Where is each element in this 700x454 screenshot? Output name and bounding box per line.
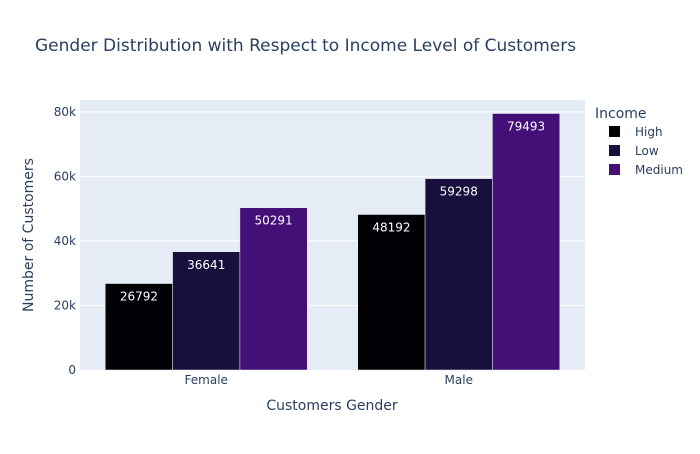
y-tick-label: 40k (54, 234, 76, 248)
chart-title: Gender Distribution with Respect to Inco… (35, 36, 576, 56)
x-axis-ticks: Female Male (185, 373, 473, 387)
legend-item[interactable]: Medium (609, 163, 683, 177)
legend-label: Medium (635, 163, 683, 177)
bar-value-label: 26792 (120, 290, 158, 304)
bar-value-label: 48192 (372, 220, 410, 234)
y-tick-label: 0 (68, 363, 76, 377)
y-tick-label: 60k (54, 169, 76, 183)
legend-label: High (635, 125, 663, 139)
legend-item[interactable]: Low (609, 144, 659, 158)
legend-item[interactable]: High (609, 125, 663, 139)
legend-items: High Low Medium (609, 125, 683, 177)
bar-value-label: 36641 (187, 258, 225, 272)
bar-value-label: 79493 (507, 120, 545, 134)
legend-label: Low (635, 144, 659, 158)
legend-swatch (609, 164, 620, 175)
data-labels: 26792 36641 50291 48192 59298 79493 (120, 120, 545, 304)
legend-swatch (609, 126, 620, 137)
bar (424, 178, 493, 371)
bars (105, 113, 560, 371)
bar (492, 113, 560, 371)
bar (105, 283, 173, 371)
y-axis-label: Number of Customers (21, 158, 37, 312)
x-tick-label: Female (185, 373, 228, 387)
legend: Income High Low Medium (595, 106, 683, 177)
legend-swatch (609, 145, 620, 156)
bar-value-label: 59298 (440, 185, 478, 199)
y-tick-label: 80k (54, 105, 76, 119)
bar (239, 207, 308, 371)
y-tick-label: 20k (54, 298, 76, 312)
legend-title: Income (595, 106, 647, 122)
bar-value-label: 50291 (254, 214, 292, 228)
x-tick-label: Male (445, 373, 473, 387)
y-axis-ticks: 0 20k 40k 60k 80k (54, 105, 76, 377)
bar (357, 214, 426, 371)
bar (172, 251, 241, 371)
x-axis-label: Customers Gender (266, 398, 398, 414)
